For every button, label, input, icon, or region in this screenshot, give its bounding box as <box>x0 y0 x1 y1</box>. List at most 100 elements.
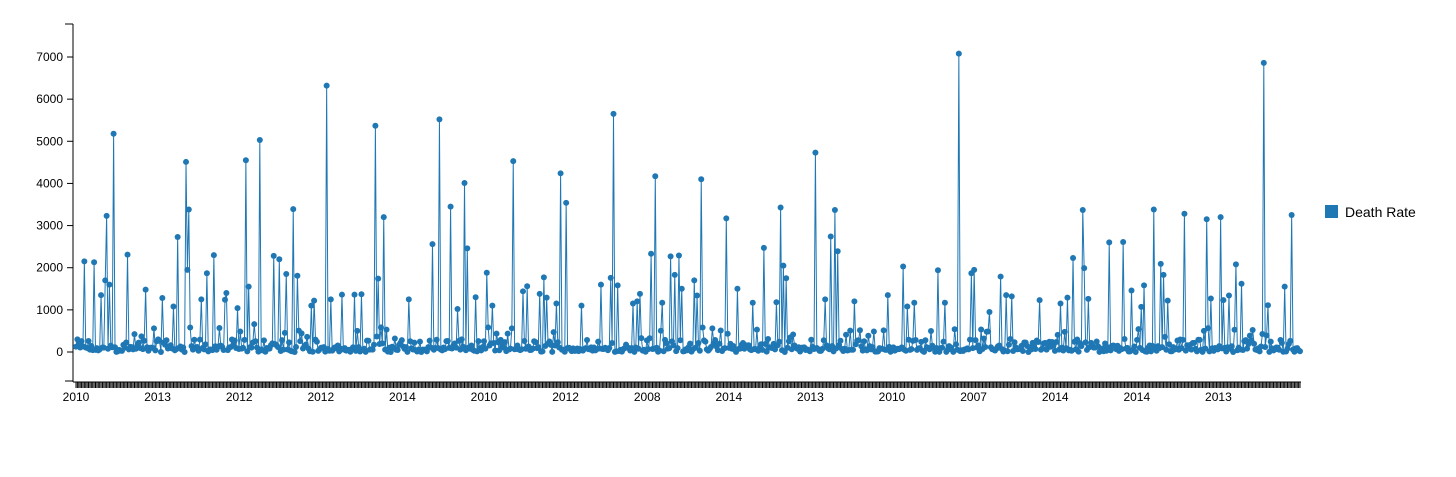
data-point <box>1281 283 1288 290</box>
data-point <box>749 299 756 306</box>
x-axis: 2010 2013 2012 2012 2014 2010 2012 2008 2014 2013… <box>63 381 1301 404</box>
data-point <box>304 333 311 340</box>
legend: Death Rate <box>1325 204 1416 220</box>
data-point <box>777 204 784 211</box>
data-point <box>1070 255 1077 262</box>
data-point <box>524 283 531 290</box>
data-point <box>280 346 287 353</box>
data-point <box>695 340 702 347</box>
data-point <box>398 337 405 344</box>
data-point <box>416 338 423 345</box>
data-point <box>1093 338 1100 345</box>
data-point <box>709 325 716 332</box>
data-point <box>110 130 117 137</box>
data-point <box>780 262 787 269</box>
data-point <box>734 285 741 292</box>
data-point <box>861 338 868 345</box>
data-point <box>712 337 719 344</box>
data-point <box>819 345 826 352</box>
data-point <box>1164 297 1171 304</box>
data-point <box>667 253 674 260</box>
data-point <box>657 327 664 334</box>
data-point <box>183 158 190 165</box>
data-point <box>394 347 401 354</box>
data-point <box>985 328 992 335</box>
data-point <box>1078 343 1085 350</box>
data-point <box>298 330 305 337</box>
data-point <box>354 327 361 334</box>
data-point <box>311 297 318 304</box>
data-point <box>141 337 148 344</box>
data-point <box>1004 348 1011 355</box>
data-point <box>102 277 109 284</box>
data-point <box>900 263 907 270</box>
data-point <box>493 330 500 337</box>
data-point <box>1160 271 1167 278</box>
data-point <box>313 338 320 345</box>
data-point <box>1134 336 1141 343</box>
data-point <box>696 347 703 354</box>
data-point <box>1082 339 1089 346</box>
data-point <box>904 303 911 310</box>
data-point <box>1064 294 1071 301</box>
data-point <box>123 339 130 346</box>
data-point <box>191 336 198 343</box>
data-point <box>831 206 838 213</box>
data-point <box>934 267 941 274</box>
data-point <box>260 337 267 344</box>
data-point <box>454 306 461 313</box>
data-point <box>483 269 490 276</box>
data-point <box>692 344 699 351</box>
data-point <box>1203 216 1210 223</box>
data-point <box>519 288 526 295</box>
data-point <box>404 348 411 355</box>
data-point <box>1008 293 1015 300</box>
data-point <box>1202 345 1209 352</box>
data-point <box>196 336 203 343</box>
data-point <box>1135 326 1142 333</box>
data-point <box>869 344 876 351</box>
data-point <box>1106 239 1113 246</box>
data-point <box>776 338 783 345</box>
data-point <box>855 337 862 344</box>
data-point <box>781 349 788 355</box>
data-point <box>373 333 380 340</box>
data-point <box>1225 292 1232 299</box>
data-point <box>1220 297 1227 304</box>
data-point <box>290 206 297 213</box>
data-point <box>790 331 797 338</box>
data-point <box>78 338 85 345</box>
data-point <box>1284 345 1291 352</box>
data-point <box>1181 210 1188 217</box>
data-point <box>429 241 436 248</box>
data-point <box>1251 340 1258 347</box>
data-point <box>391 335 398 342</box>
data-point <box>220 346 227 353</box>
y-tick-label: 3000 <box>36 219 63 233</box>
data-point <box>150 325 157 332</box>
data-point <box>223 290 230 296</box>
data-point <box>614 282 621 289</box>
data-point <box>812 149 819 156</box>
data-point <box>922 337 929 344</box>
data-point <box>939 344 946 351</box>
data-point <box>241 336 248 343</box>
data-point <box>405 296 412 303</box>
data-point <box>198 296 205 303</box>
y-tick-label: 5000 <box>36 134 63 148</box>
data-point <box>142 286 149 293</box>
y-tick-label: 0 <box>56 345 63 359</box>
y-tick-label: 7000 <box>36 50 63 64</box>
data-point <box>955 50 962 57</box>
data-point <box>338 291 345 298</box>
data-point <box>281 329 288 336</box>
y-axis: 0 1000 2000 3000 4000 5000 6000 7000 <box>36 23 74 382</box>
data-point <box>783 275 790 282</box>
data-point <box>951 326 958 333</box>
data-point <box>297 338 304 345</box>
data-point <box>1075 348 1082 355</box>
data-point <box>578 302 585 309</box>
x-tick-label: 2012 <box>226 390 253 404</box>
y-tick-label: 1000 <box>36 303 63 317</box>
data-point <box>293 344 300 351</box>
